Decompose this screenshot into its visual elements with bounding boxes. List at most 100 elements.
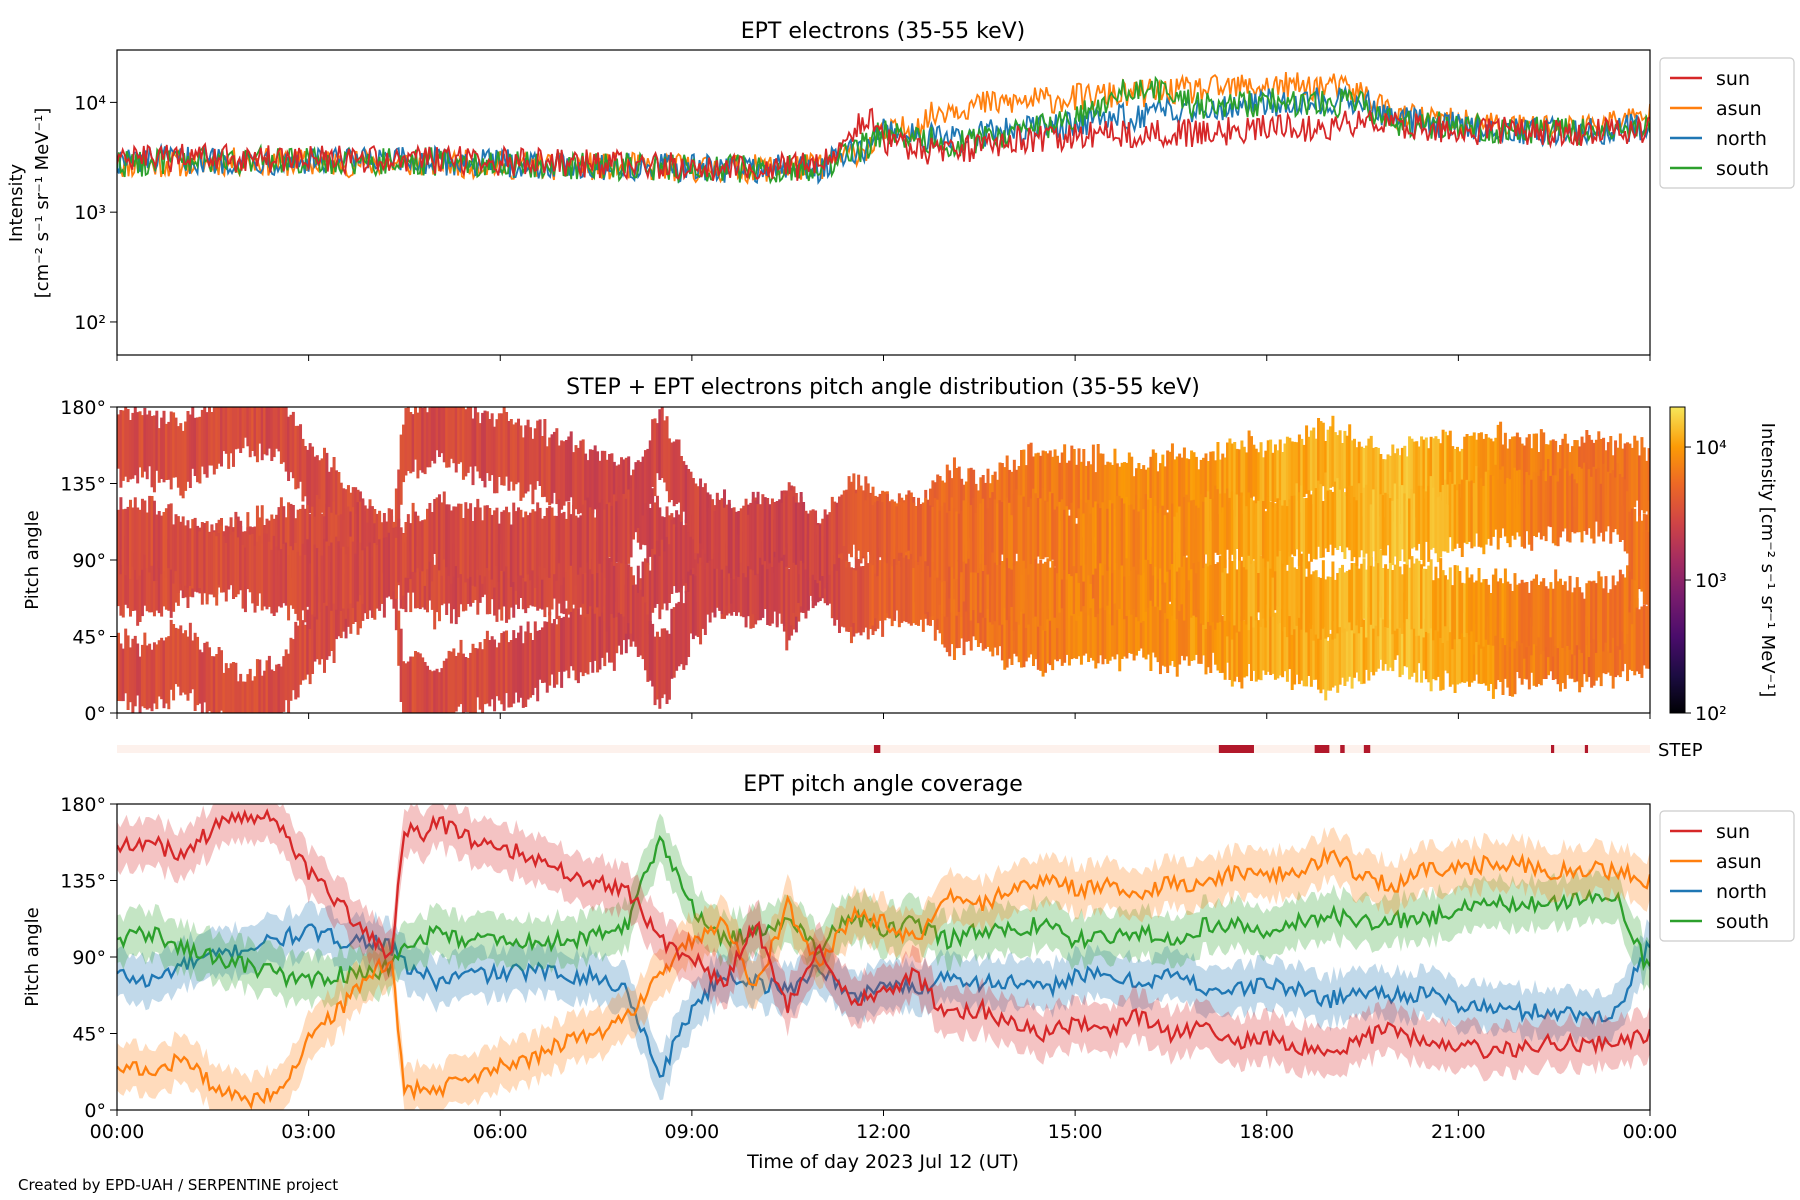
pad-cell-south — [1247, 492, 1251, 556]
pad-cell-north — [675, 603, 679, 671]
pad-cell-north — [1024, 562, 1028, 628]
pad-cell-sun — [1599, 624, 1603, 687]
pad-cell-north — [1326, 576, 1330, 638]
pad-cell-asun — [1041, 450, 1045, 523]
pad-cell-south — [655, 423, 659, 474]
pad-cell-south — [397, 518, 401, 583]
pad-cell-asun — [572, 608, 576, 671]
pad-cell-north — [507, 552, 511, 620]
pad-cell-south — [579, 515, 583, 568]
pad-cell-north — [718, 552, 722, 610]
pad-cell-south — [394, 537, 398, 599]
pad-cell-north — [126, 547, 130, 609]
pad-cell-south — [1511, 469, 1515, 536]
pad-cell-asun — [1367, 438, 1371, 506]
pad-cell-north — [936, 557, 940, 619]
colorbar-tick-label: 10² — [1695, 703, 1727, 725]
pad-cell-north — [790, 546, 794, 626]
pad-cell-asun — [267, 655, 271, 713]
pad-cell-sun — [560, 440, 564, 510]
pad-cell-sun — [1233, 619, 1237, 682]
pad-cell-sun — [1082, 591, 1086, 656]
pad-cell-south — [1137, 511, 1141, 575]
pad-cell-south — [478, 507, 482, 576]
pad-cell-asun — [428, 669, 432, 713]
pad-cell-south — [744, 498, 748, 578]
pad-cell-asun — [483, 639, 487, 705]
pad-cell-sun — [1549, 614, 1553, 672]
pad-cell-sun — [1638, 609, 1642, 674]
pad-cell-north — [1135, 555, 1139, 618]
pad-cell-south — [308, 563, 312, 629]
pad-cell-asun — [1199, 459, 1203, 526]
pad-cell-north — [677, 601, 681, 667]
pad-cell-north — [943, 550, 947, 617]
pad-cell-sun — [212, 407, 216, 475]
pad-cell-sun — [545, 446, 549, 503]
pad-cell-south — [505, 506, 509, 567]
pad-cell-south — [1249, 497, 1253, 564]
pad-cell-north — [1616, 581, 1620, 647]
pad-cell-south — [543, 516, 547, 568]
pad-cell-asun — [303, 624, 307, 680]
pad-cell-south — [631, 469, 635, 540]
pad-cell-sun — [653, 502, 657, 558]
pad-cell-sun — [1170, 600, 1174, 661]
pad-cell-south — [1015, 489, 1019, 554]
pad-cell-north — [1491, 574, 1495, 646]
pad-cell-north — [1077, 550, 1081, 616]
pad-cell-north — [1166, 546, 1170, 619]
pad-cell-south — [349, 536, 353, 604]
pad-cell-asun — [1070, 445, 1074, 523]
pad-cell-asun — [1297, 434, 1301, 501]
pad-cell-north — [409, 551, 413, 613]
pad-cell-south — [596, 508, 600, 573]
pad-cell-south — [1422, 488, 1426, 567]
pad-cell-south — [837, 496, 841, 555]
pad-cell-south — [1127, 505, 1131, 577]
pad-cell-south — [368, 542, 372, 611]
pad-cell-south — [323, 538, 326, 603]
pad-cell-north — [1204, 563, 1208, 629]
pad-cell-sun — [1532, 626, 1536, 686]
pad-cell-north — [315, 495, 319, 575]
pad-cell-asun — [1341, 443, 1344, 506]
pad-cell-asun — [603, 606, 607, 667]
pad-cell-north — [1336, 573, 1340, 634]
pad-cell-sun — [1491, 629, 1495, 699]
pad-cell-south — [991, 492, 995, 553]
pad-cell-asun — [186, 636, 190, 701]
pad-cell-south — [356, 542, 360, 602]
pad-cell-north — [1106, 547, 1110, 606]
pad-cell-south — [603, 509, 607, 578]
pad-cell-north — [133, 553, 137, 611]
pad-cell-sun — [265, 407, 269, 456]
pad-cell-south — [854, 493, 858, 559]
pad-cell-north — [830, 542, 834, 619]
pad-cell-south — [140, 498, 144, 570]
pad-cell-south — [550, 507, 554, 574]
pad-cell-asun — [1436, 438, 1440, 499]
pad-cell-asun — [1288, 437, 1292, 502]
pad-cell-north — [926, 557, 930, 613]
pad-cell-asun — [493, 639, 497, 712]
pad-cell-sun — [251, 407, 255, 451]
pad-cell-asun — [461, 653, 465, 713]
pad-cell-sun — [1247, 596, 1251, 664]
pad-cell-south — [251, 533, 255, 604]
pad-cell-south — [172, 524, 176, 584]
pad-cell-sun — [519, 425, 523, 501]
pad-cell-asun — [540, 627, 544, 683]
pad-cell-asun — [1233, 442, 1237, 510]
pad-cell-asun — [1235, 448, 1239, 517]
pad-cell-asun — [117, 632, 120, 701]
pad-cell-north — [1566, 590, 1570, 646]
pad-cell-south — [835, 506, 839, 571]
legend-label-north: north — [1716, 128, 1767, 150]
pad-cell-north — [1515, 584, 1519, 642]
pad-cell-sun — [1005, 595, 1009, 668]
pad-cell-north — [873, 552, 877, 619]
pad-cell-north — [1010, 545, 1014, 607]
pad-cell-south — [1396, 499, 1400, 565]
pad-cell-south — [1360, 493, 1364, 551]
